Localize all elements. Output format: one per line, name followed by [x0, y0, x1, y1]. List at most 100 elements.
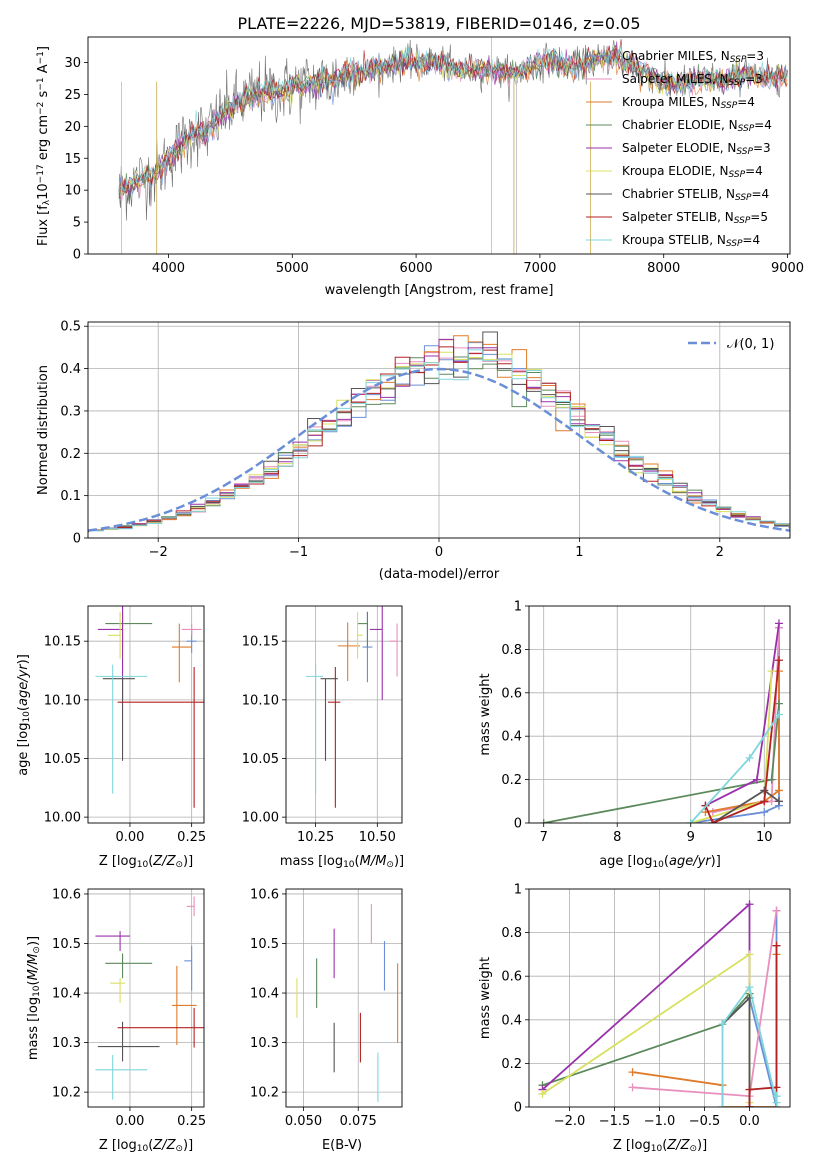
mass-weight-vs-Z-marker	[745, 1103, 754, 1107]
residuals-ytick-label: 0	[73, 532, 81, 547]
mass-weight-vs-age-xtick-label: 8	[613, 830, 621, 845]
mass-vs-EBV-xtick-label: 0.075	[340, 1114, 377, 1129]
mass-vs-EBV-ytick-label: 10.6	[250, 887, 279, 902]
age-vs-mass-frame	[285, 605, 403, 824]
spectrum-legend-label: Salpeter STELIB, NSSP=5	[622, 210, 768, 226]
age-vs-mass-ytick-label: 10.00	[242, 811, 279, 826]
spectrum-model-line	[118, 39, 788, 194]
age-vs-mass-xlabel: mass [log10(M/M⊙)]	[280, 854, 404, 870]
residuals-ytick-label: 0.5	[60, 320, 81, 335]
mass-weight-vs-age-marker	[774, 797, 783, 806]
residuals-plot-area	[88, 322, 790, 538]
mass-vs-EBV-plot-area	[286, 889, 402, 1107]
mass-weight-vs-Z-ytick-label: 0.2	[501, 1057, 522, 1072]
mass-weight-vs-Z-ytick-label: 1	[514, 883, 522, 898]
spectrum-legend-label: Kroupa ELODIE, NSSP=4	[622, 164, 763, 180]
mass-vs-EBV-xtick-label: 0.050	[285, 1114, 322, 1129]
residuals-histogram-line	[88, 349, 790, 532]
mass-weight-vs-Z-ytick-label: 0	[514, 1101, 522, 1116]
mass-vs-EBV-ytick-label: 10.5	[250, 937, 279, 952]
mass-weight-vs-age-plot-area	[529, 606, 790, 823]
mass-weight-vs-age-ylabel: mass weight	[478, 673, 493, 755]
mass-weight-vs-age-marker	[774, 619, 783, 628]
mass-weight-vs-Z-marker	[745, 1085, 754, 1094]
mass-weight-vs-age-marker	[760, 808, 769, 817]
spectrum-xtick-label: 7000	[523, 261, 556, 276]
mass-weight-vs-Z-xtick-label: 0.0	[739, 1114, 760, 1129]
residuals-xlabel: (data-model)/error	[379, 567, 500, 582]
mass-vs-Z-ytick-label: 10.2	[52, 1086, 81, 1101]
age-vs-Z-ytick-label: 10.00	[44, 811, 81, 826]
mass-weight-vs-age-ytick-label: 1	[514, 600, 522, 615]
mass-weight-vs-age-ytick-label: 0.6	[501, 686, 522, 701]
age-vs-mass-plot-area	[286, 606, 402, 823]
spectrum-model-line	[118, 44, 788, 192]
mass-weight-vs-Z-plot-area	[529, 889, 790, 1107]
spectrum-legend-label: Salpeter MILES, NSSP=3	[622, 72, 763, 88]
age-vs-Z-ytick-label: 10.15	[44, 635, 81, 650]
spectrum-ytick-label: 5	[73, 216, 81, 231]
spectrum-chart: 4000 5000 6000 7000 8000 9000 0 5 10 15 20 25 30 Chab…	[36, 14, 804, 298]
mass-weight-vs-Z-marker	[628, 1083, 637, 1092]
mass-vs-Z-plot-area	[88, 889, 204, 1107]
spectrum-xtick-label: 4000	[152, 261, 185, 276]
mass-weight-vs-age-line	[704, 660, 780, 823]
mass-weight-vs-Z-ytick-label: 0.6	[501, 970, 522, 985]
mass-weight-vs-Z-marker	[538, 1089, 547, 1098]
residuals-chart: −2 −1 0 1 2 0 0.1 0.2 0.3 0.4 0.5 𝒩(0, 1) (data-mode…	[36, 320, 791, 582]
residuals-ytick-label: 0.3	[60, 404, 81, 419]
spectrum-ytick-label: 15	[64, 152, 81, 167]
residuals-xtick-label: 0	[435, 545, 443, 560]
mass-weight-vs-Z-marker	[772, 1092, 781, 1101]
age-vs-Z-frame	[87, 605, 205, 824]
spectrum-legend-label: Kroupa STELIB, NSSP=4	[622, 233, 760, 249]
mass-weight-vs-Z-ytick-label: 0.4	[501, 1013, 522, 1028]
mass-weight-vs-Z-line	[748, 945, 778, 1107]
mass-weight-vs-age-marker	[760, 797, 769, 806]
mass-weight-vs-Z-line	[541, 902, 751, 1107]
mass-weight-vs-Z-chart: −2.0 −1.5 −1.0 −0.5 0.0 0 0.2 0.4 0.6 0.8 1 Z [log1…	[478, 883, 791, 1154]
spectrum-legend-label: Kroupa MILES, NSSP=4	[622, 95, 755, 111]
mass-vs-EBV-chart: 0.050 0.075 10.2 10.3 10.4 10.5 10.6	[250, 887, 403, 1129]
mass-vs-Z-chart: 0.00 0.25 10.2 10.3 10.4 10.5 10.6 Z [log10(Z/Z…	[26, 887, 206, 1154]
mass-weight-vs-age-xtick-label: 10	[756, 830, 773, 845]
mass-weight-vs-Z-xtick-label: −1.5	[599, 1114, 631, 1129]
mass-weight-vs-age-line	[705, 623, 780, 807]
mass-weight-vs-Z-xtick-label: −1.0	[644, 1114, 676, 1129]
mass-weight-vs-age-marker	[774, 699, 783, 708]
spectrum-frame	[87, 36, 791, 255]
mass-weight-vs-Z-marker	[745, 950, 754, 959]
mass-vs-Z-xtick-label: 0.00	[115, 1114, 144, 1129]
age-vs-Z-chart: 0.00 0.25 10.00 10.05 10.10 10.15 Z [log10(Z/Z…	[16, 605, 206, 870]
mass-weight-vs-Z-frame	[528, 888, 791, 1108]
spectrum-ytick-label: 30	[64, 56, 81, 71]
mass-weight-vs-age-xtick-label: 9	[687, 830, 695, 845]
mass-weight-vs-age-ytick-label: 0.2	[501, 773, 522, 788]
age-vs-mass-chart: 10.25 10.50 10.00 10.05 10.10 10.15 mass [log1…	[242, 605, 404, 870]
spectrum-ylabel: Flux [fλ10−17 erg cm−2 s−1 A−1]	[36, 46, 52, 246]
mass-weight-vs-age-marker	[745, 753, 754, 762]
age-vs-Z-ytick-label: 10.10	[44, 693, 81, 708]
residuals-normal-curve	[88, 367, 790, 532]
mass-vs-Z-ytick-label: 10.5	[52, 937, 81, 952]
mass-vs-EBV-ytick-label: 10.4	[250, 987, 279, 1002]
mass-weight-vs-Z-marker	[772, 941, 781, 950]
residuals-xtick-label: 2	[716, 545, 724, 560]
spectrum-xtick-label: 8000	[647, 261, 680, 276]
residuals-ytick-label: 0.1	[60, 489, 81, 504]
mass-weight-vs-age-marker	[767, 667, 776, 676]
spectrum-xtick-label: 5000	[276, 261, 309, 276]
mass-vs-Z-ytick-label: 10.4	[52, 987, 81, 1002]
spectrum-ytick-label: 25	[64, 88, 81, 103]
age-vs-mass-ytick-label: 10.05	[242, 752, 279, 767]
mass-weight-vs-age-ytick-label: 0.8	[501, 643, 522, 658]
mass-weight-vs-age-marker	[767, 775, 776, 784]
age-vs-mass-xtick-label: 10.50	[359, 830, 396, 845]
residuals-ytick-label: 0.2	[60, 447, 81, 462]
mass-weight-vs-age-line	[690, 671, 773, 823]
age-vs-Z-ylabel: age [log10(age/yr)]	[16, 654, 32, 776]
age-vs-Z-xtick-label: 0.00	[115, 830, 144, 845]
age-vs-Z-plot-area	[88, 606, 204, 823]
residuals-legend-label: 𝒩(0, 1)	[727, 337, 774, 352]
residuals-frame	[87, 321, 791, 539]
